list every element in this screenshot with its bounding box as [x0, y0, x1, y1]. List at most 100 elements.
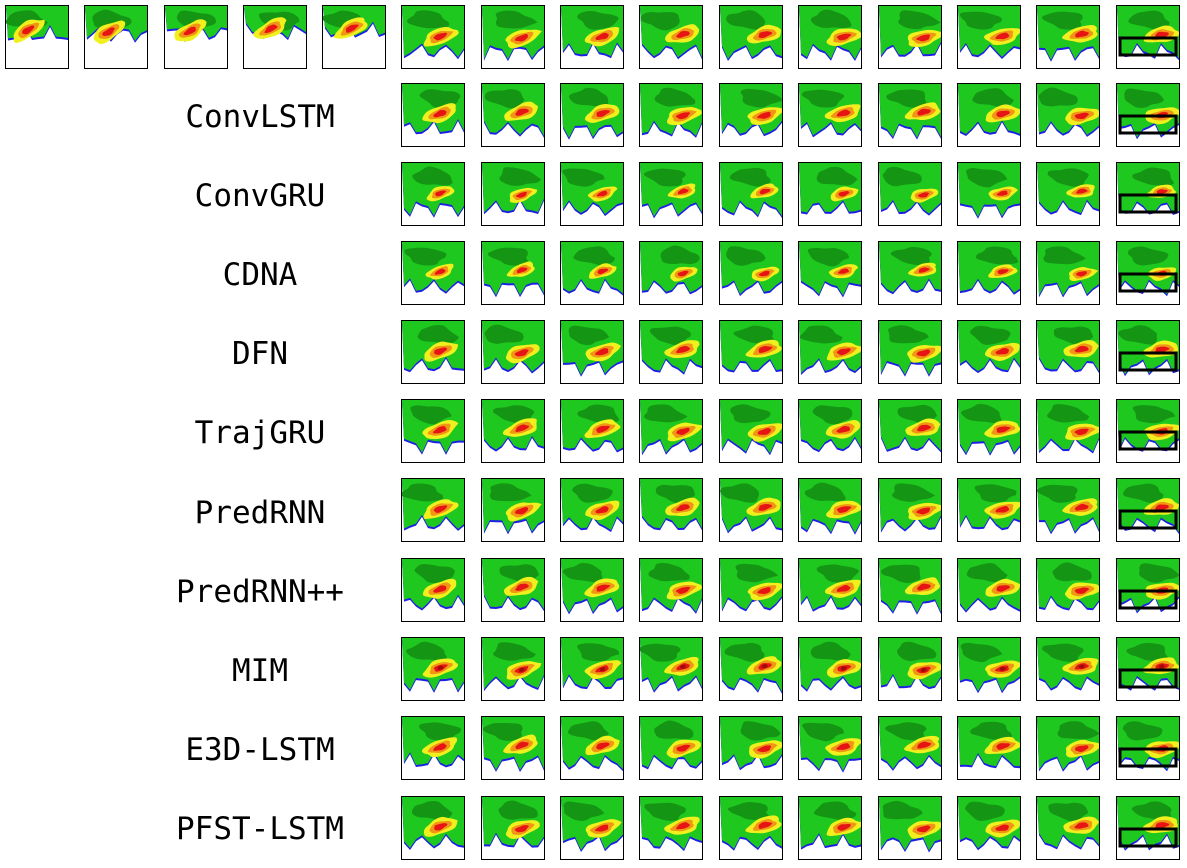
rain-core: [996, 743, 1011, 750]
rain-core: [1158, 664, 1165, 669]
prediction-frame: [560, 241, 624, 305]
prediction-frame: [957, 241, 1021, 305]
prediction-frame: [481, 637, 545, 701]
rain-core: [597, 268, 608, 275]
rain-area: [484, 324, 524, 344]
prediction-frame: [878, 83, 942, 147]
rain-area: [816, 166, 858, 186]
rain-area: [726, 10, 766, 30]
prediction-frame: [481, 478, 545, 542]
prediction-frame: [1036, 320, 1100, 384]
rain-area: [1118, 325, 1157, 345]
rain-area: [886, 89, 927, 108]
rain-area: [1048, 802, 1089, 822]
highlight-box: [1118, 430, 1178, 451]
rain-core: [519, 667, 525, 672]
rain-core: [757, 745, 772, 753]
prediction-frame: [481, 558, 545, 622]
rain-core: [758, 821, 773, 829]
rain-area: [410, 405, 452, 425]
rain-core: [995, 32, 1010, 40]
rain-core: [515, 108, 529, 116]
rain-area: [972, 88, 1015, 108]
prediction-frame: [719, 716, 783, 780]
rain-area: [648, 562, 690, 582]
prediction-frame: [1036, 558, 1100, 622]
prediction-frame: [798, 320, 862, 384]
highlight-box: [1118, 589, 1178, 610]
model-label: CDNA: [222, 257, 298, 293]
ground-truth-frame: [560, 5, 624, 69]
rain-core: [836, 33, 852, 41]
rain-core: [515, 583, 529, 591]
prediction-frame: [560, 558, 624, 622]
rain-area: [724, 642, 765, 662]
rain-core: [995, 347, 1010, 355]
rain-core: [22, 25, 35, 35]
rain-area: [810, 9, 852, 29]
rain-core: [433, 743, 447, 751]
prediction-frame: [639, 558, 703, 622]
rain-area: [897, 641, 937, 662]
rain-core: [837, 268, 850, 274]
prediction-frame: [957, 399, 1021, 463]
prediction-frame: [798, 162, 862, 226]
prediction-frame: [878, 478, 942, 542]
rain-core: [1155, 346, 1170, 353]
rain-area: [643, 168, 686, 187]
rain-core: [102, 27, 115, 36]
rain-core: [596, 425, 611, 433]
rain-area: [417, 325, 460, 344]
prediction-frame: [560, 83, 624, 147]
rain-core: [514, 349, 529, 357]
ground-truth-frame: [719, 5, 783, 69]
prediction-frame: [401, 241, 465, 305]
rain-area: [959, 11, 1002, 30]
prediction-frame: [957, 162, 1021, 226]
rain-area: [649, 326, 691, 346]
rain-core: [596, 584, 611, 592]
rain-area: [1128, 10, 1170, 30]
rain-core: [758, 270, 770, 277]
rain-area: [720, 483, 760, 503]
rain-core: [515, 191, 527, 198]
rain-core: [758, 31, 773, 38]
prediction-frame: [1036, 241, 1100, 305]
prediction-frame: [639, 241, 703, 305]
rain-core: [676, 504, 690, 512]
prediction-frame: [719, 637, 783, 701]
rain-core: [1155, 504, 1169, 511]
ground-truth-frame: [481, 5, 545, 69]
prediction-frame: [957, 83, 1021, 147]
prediction-frame: [639, 637, 703, 701]
rain-core: [917, 192, 930, 198]
rain-area: [1047, 168, 1089, 187]
rain-core: [516, 267, 528, 274]
rain-core: [996, 110, 1010, 118]
rain-area: [890, 246, 932, 266]
rain-area: [402, 483, 444, 502]
rain-core: [917, 108, 931, 116]
rain-area: [562, 168, 605, 187]
rain-area: [966, 168, 1008, 188]
rain-core: [434, 268, 446, 275]
rain-area: [419, 722, 462, 741]
rain-core: [1075, 503, 1089, 511]
rain-area: [406, 10, 450, 29]
prediction-frame: [560, 399, 624, 463]
prediction-frame: [878, 558, 942, 622]
rain-core: [759, 188, 771, 195]
rain-area: [882, 166, 922, 187]
rain-area: [740, 88, 782, 108]
prediction-frame: [639, 162, 703, 226]
prediction-frame: [560, 637, 624, 701]
rain-core: [758, 503, 773, 511]
rain-area: [577, 643, 620, 662]
rain-core: [758, 345, 773, 354]
model-label: TrajGRU: [194, 415, 326, 451]
rain-area: [660, 245, 700, 265]
rain-core: [433, 585, 447, 593]
rain-area: [404, 247, 447, 266]
rain-core: [1076, 271, 1087, 277]
